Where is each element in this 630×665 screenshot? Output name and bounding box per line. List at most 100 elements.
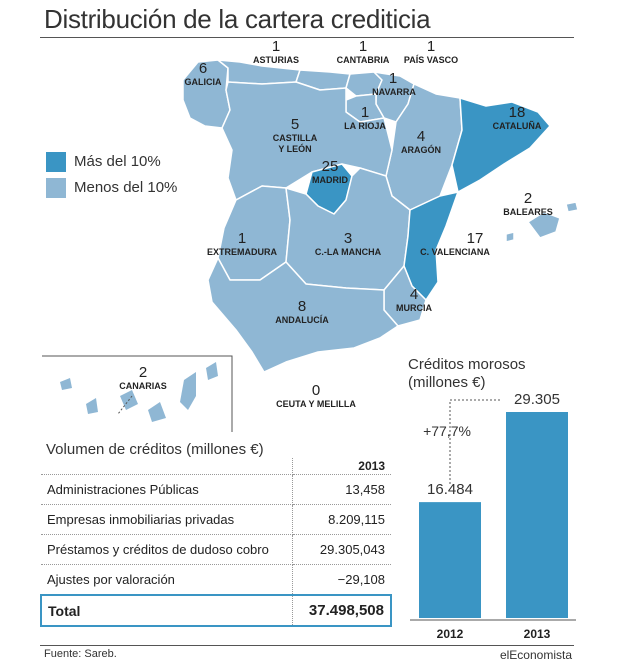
region-label-castilla-leon: 5 CASTILLA Y LEÓN [262, 116, 328, 155]
region-label-la-rioja: 1 LA RIOJA [336, 104, 394, 131]
region-name: CATALUÑA [492, 121, 542, 131]
region-value: 1 [358, 38, 368, 55]
credit-volume-table: 2013 Administraciones Públicas 13,458 Em… [40, 458, 392, 627]
region-name: LA RIOJA [344, 121, 386, 131]
region-label-c-la-mancha: 3 C.-LA MANCHA [304, 230, 392, 257]
region-value: 8 [297, 298, 307, 315]
row-value: 8.209,115 [292, 504, 391, 535]
row-label: Administraciones Públicas [41, 474, 293, 505]
island-ibiza [505, 231, 515, 243]
legend-label: Más del 10% [74, 153, 161, 170]
legend-label: Menos del 10% [74, 179, 178, 196]
table-header-empty [41, 458, 293, 475]
region-label-madrid: 25 MADRID [302, 158, 358, 185]
region-name: ANDALUCÍA [275, 315, 329, 325]
row-label: Préstamos y créditos de dudoso cobro [41, 534, 293, 565]
region-label-cantabria: 1 CANTABRIA [330, 38, 396, 65]
region-name: MADRID [312, 175, 348, 185]
region-baleares [527, 211, 561, 239]
region-c-valenciana [403, 191, 459, 301]
canarias-islands [60, 362, 218, 422]
bar-2013 [506, 412, 568, 618]
region-name: CEUTA Y MELILLA [276, 399, 356, 409]
category-label: 2013 [524, 627, 551, 641]
region-name: PAÍS VASCO [403, 55, 459, 65]
chart-title: Créditos morosos [408, 356, 526, 373]
canarias-inset-border [42, 355, 233, 432]
region-label-extremadura: 1 EXTREMADURA [196, 230, 288, 257]
chart-title-line-2: (millones €) [408, 374, 486, 391]
region-value: 1 [360, 104, 370, 121]
region-value: 4 [409, 286, 419, 303]
bar-value-label: 16.484 [427, 481, 473, 498]
footer-rule [40, 645, 574, 646]
table-row: Empresas inmobiliarias privadas 8.209,11… [41, 504, 391, 535]
row-label: Empresas inmobiliarias privadas [41, 504, 293, 535]
region-label-baleares: 2 BALEARES [496, 190, 560, 217]
region-label-murcia: 4 MURCIA [388, 286, 440, 313]
table-header-row: 2013 [41, 458, 391, 475]
region-name: ASTURIAS [252, 55, 299, 65]
row-value: 13,458 [292, 474, 391, 505]
region-label-ceuta-melilla: 0 CEUTA Y MELILLA [264, 382, 368, 409]
region-name: GALICIA [184, 77, 222, 87]
title-rule [40, 37, 574, 38]
region-name: C. VALENCIANA [420, 247, 490, 257]
region-value: 3 [343, 230, 353, 247]
region-value: 1 [426, 38, 436, 55]
category-label: 2012 [437, 627, 464, 641]
region-name: MURCIA [396, 303, 432, 313]
legend-swatch-low [46, 178, 66, 198]
page-title: Distribución de la cartera crediticia [44, 4, 431, 34]
region-cataluna [451, 97, 551, 193]
island-menorca [565, 201, 579, 213]
bar-2012 [419, 502, 481, 618]
region-value: 1 [388, 70, 398, 87]
region-castilla-leon [221, 81, 393, 201]
footer-brand: elEconomista [499, 648, 572, 662]
region-label-cataluna: 18 CATALUÑA [484, 104, 550, 131]
region-label-canarias: 2 CANARIAS [108, 364, 178, 391]
region-name: C.-LA MANCHA [314, 247, 382, 257]
total-label: Total [40, 594, 293, 627]
region-value: 25 [321, 158, 339, 175]
table-title: Volumen de créditos (millones €) [46, 441, 264, 458]
growth-annotation: +77,7% [423, 423, 471, 439]
region-value: 2 [138, 364, 148, 381]
region-andalucia [207, 257, 399, 373]
region-value: 6 [198, 60, 208, 77]
region-name: CANARIAS [119, 381, 167, 391]
row-value: 29.305,043 [292, 534, 391, 565]
region-value: 4 [416, 128, 426, 145]
region-value: 1 [271, 38, 281, 55]
region-value: 2 [523, 190, 533, 207]
region-name: ARAGÓN [401, 145, 441, 155]
table-row: Ajustes por valoración −29,108 [41, 564, 391, 596]
region-value: 18 [508, 104, 526, 121]
row-label: Ajustes por valoración [41, 564, 293, 596]
region-name: EXTREMADURA [206, 247, 277, 257]
region-name: NAVARRA [372, 87, 416, 97]
table-row: Administraciones Públicas 13,458 [41, 474, 391, 505]
region-value: 5 [290, 116, 300, 133]
region-value: 17 [466, 230, 484, 247]
legend-swatch-high [46, 152, 66, 172]
region-value: 0 [311, 382, 321, 399]
region-label-navarra: 1 NAVARRA [364, 70, 424, 97]
spain-map [42, 59, 579, 432]
bar-value-label: 29.305 [514, 391, 560, 408]
table-total-row: Total 37.498,508 [40, 594, 392, 627]
region-name: CANTABRIA [336, 55, 390, 65]
region-label-c-valenciana: 17 C. VALENCIANA [410, 230, 500, 257]
growth-bracket [449, 399, 500, 484]
region-label-asturias: 1 ASTURIAS [246, 38, 306, 65]
region-value: 1 [237, 230, 247, 247]
total-value: 37.498,508 [292, 594, 392, 627]
region-label-andalucia: 8 ANDALUCÍA [266, 298, 338, 325]
table-row: Préstamos y créditos de dudoso cobro 29.… [41, 534, 391, 565]
region-label-aragon: 4 ARAGÓN [394, 128, 448, 155]
region-name: BALEARES [503, 207, 553, 217]
region-name: CASTILLA Y LEÓN [272, 133, 318, 154]
table-header-year: 2013 [292, 458, 391, 475]
